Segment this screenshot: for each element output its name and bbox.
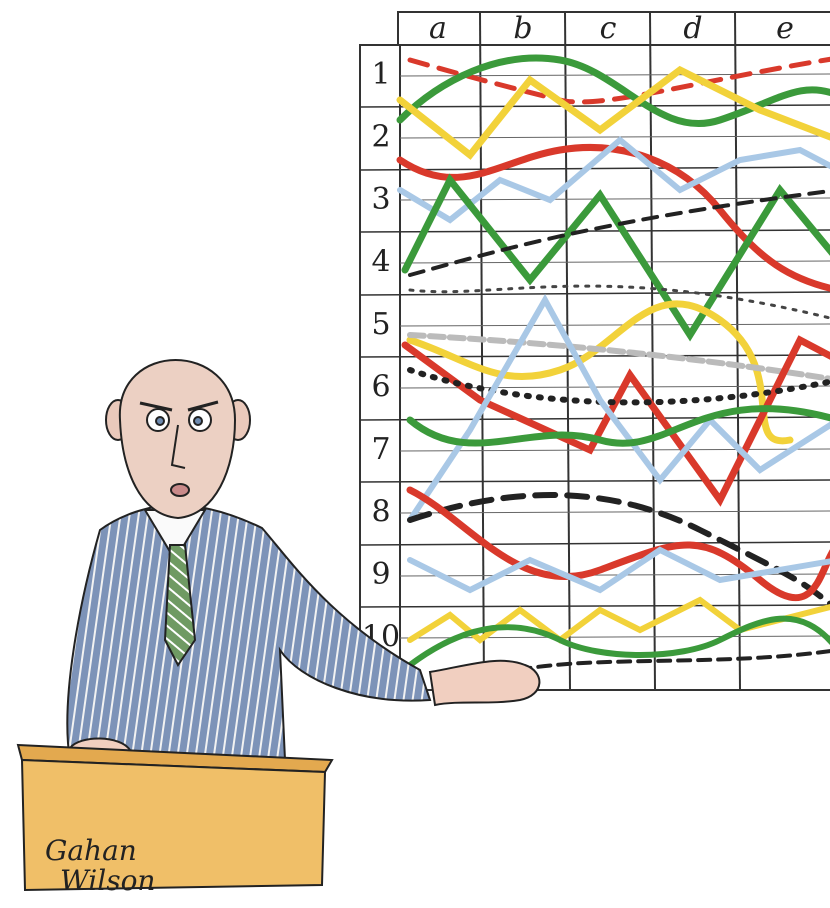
- row-label: 6: [371, 370, 390, 405]
- row-label: 7: [371, 432, 390, 467]
- cartoon: abcde 12345678910 Gahan Wilson: [0, 0, 830, 908]
- signature: Gahan: [45, 834, 137, 867]
- row-label: 5: [371, 307, 390, 342]
- row-label: 2: [371, 120, 390, 155]
- column-label: d: [683, 11, 702, 46]
- row-label: 8: [371, 495, 390, 530]
- row-label: 3: [371, 182, 390, 217]
- row-label: 1: [371, 57, 390, 92]
- column-label: a: [429, 11, 447, 46]
- row-label: 4: [371, 245, 390, 280]
- column-label: c: [600, 11, 617, 46]
- column-label: b: [513, 11, 532, 46]
- row-label: 9: [371, 557, 390, 592]
- column-label: e: [776, 11, 794, 46]
- signature: Wilson: [60, 864, 155, 897]
